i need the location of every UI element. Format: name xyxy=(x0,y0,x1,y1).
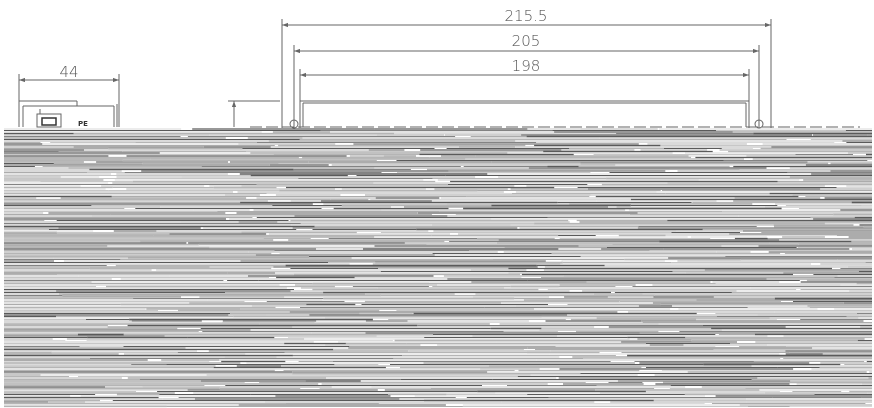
mounting-width-label: 205 xyxy=(512,32,541,50)
mounting-hole-left xyxy=(289,119,299,129)
overall-width-label: 215.5 xyxy=(505,7,548,25)
body-width-label: 198 xyxy=(512,57,541,75)
pe-terminal-label: PE xyxy=(78,120,88,128)
terminal-block xyxy=(36,113,62,128)
terminal-block-inner xyxy=(41,117,57,126)
mounting-hole-right xyxy=(754,119,764,129)
side-width-label: 44 xyxy=(59,63,78,81)
hatched-section xyxy=(4,128,872,408)
front-view xyxy=(228,19,860,129)
side-view xyxy=(18,74,120,128)
